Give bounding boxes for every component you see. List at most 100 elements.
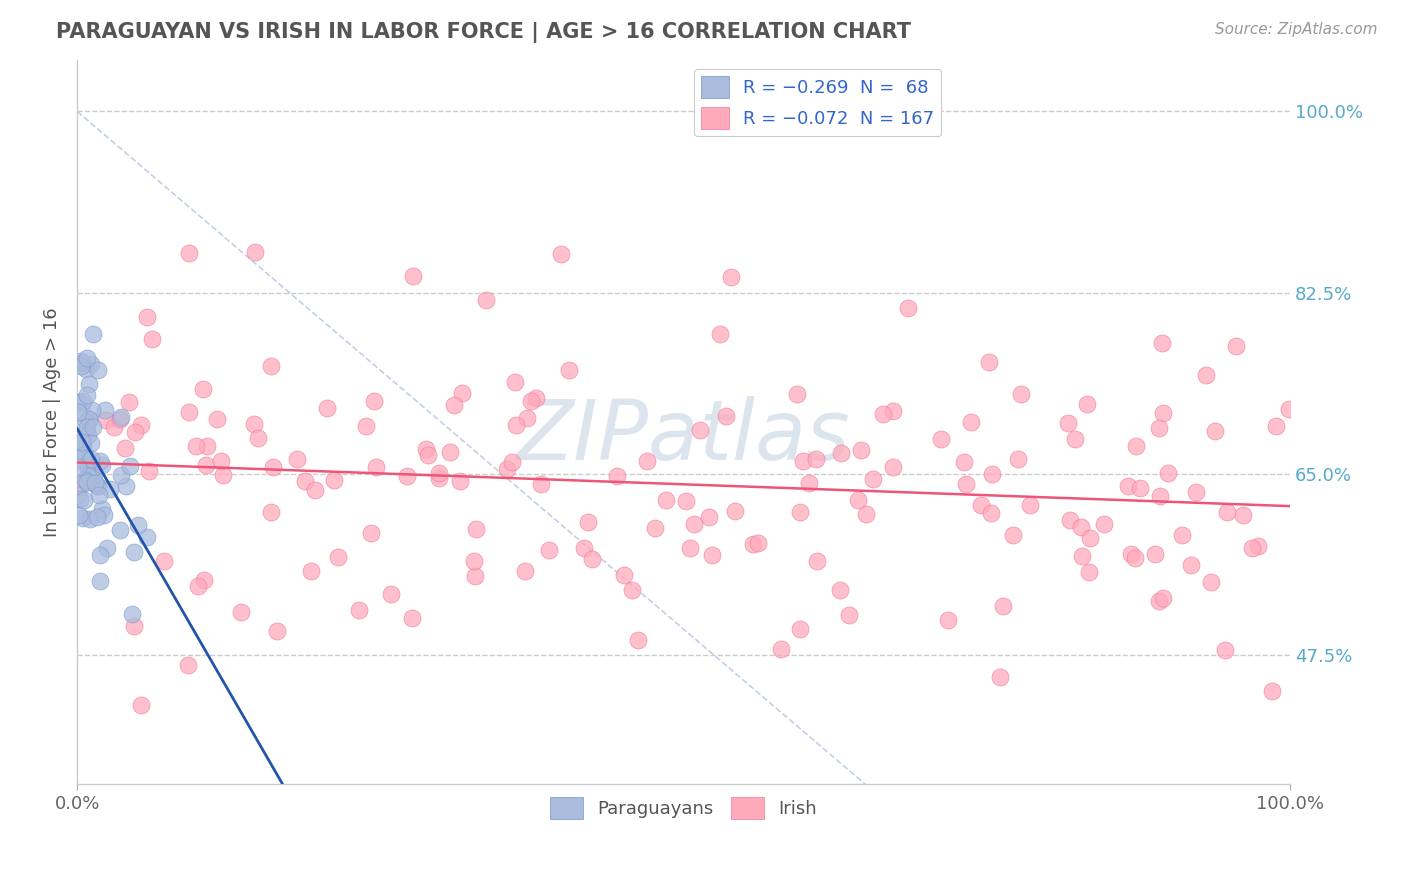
Point	[1070, 549, 1092, 563]
Point	[124, 425, 146, 440]
Point	[77, 427, 100, 442]
Point	[90, 458, 112, 473]
Point	[427, 466, 450, 480]
Point	[524, 391, 547, 405]
Point	[416, 448, 439, 462]
Point	[67, 442, 90, 457]
Point	[108, 524, 131, 538]
Point	[789, 505, 811, 519]
Point	[1150, 336, 1173, 351]
Point	[574, 541, 596, 555]
Point	[75, 425, 97, 440]
Point	[724, 504, 747, 518]
Point	[94, 413, 117, 427]
Point	[505, 417, 527, 432]
Point	[79, 413, 101, 427]
Point	[621, 583, 644, 598]
Text: PARAGUAYAN VS IRISH IN LABOR FORCE | AGE > 16 CORRELATION CHART: PARAGUAYAN VS IRISH IN LABOR FORCE | AGE…	[56, 22, 911, 44]
Point	[212, 467, 235, 482]
Point	[627, 633, 650, 648]
Point	[316, 401, 339, 415]
Point	[1232, 508, 1254, 523]
Point	[247, 432, 270, 446]
Point	[1170, 528, 1192, 542]
Point	[1216, 505, 1239, 519]
Point	[882, 459, 904, 474]
Point	[1225, 338, 1247, 352]
Point	[87, 479, 110, 493]
Point	[73, 473, 96, 487]
Point	[75, 415, 97, 429]
Point	[260, 359, 283, 373]
Point	[72, 393, 94, 408]
Point	[1265, 418, 1288, 433]
Point	[979, 355, 1001, 369]
Point	[613, 568, 636, 582]
Point	[75, 447, 97, 461]
Point	[87, 488, 110, 502]
Point	[129, 698, 152, 713]
Point	[1116, 479, 1139, 493]
Point	[349, 603, 371, 617]
Point	[152, 554, 174, 568]
Point	[830, 446, 852, 460]
Point	[1157, 466, 1180, 480]
Point	[1240, 541, 1263, 556]
Point	[184, 439, 207, 453]
Point	[73, 492, 96, 507]
Point	[1278, 402, 1301, 417]
Point	[79, 451, 101, 466]
Point	[806, 452, 828, 467]
Point	[786, 387, 808, 401]
Point	[463, 554, 485, 568]
Point	[846, 493, 869, 508]
Point	[79, 474, 101, 488]
Point	[1123, 550, 1146, 565]
Point	[1078, 565, 1101, 579]
Point	[80, 357, 103, 371]
Point	[838, 608, 860, 623]
Point	[953, 455, 976, 469]
Point	[86, 509, 108, 524]
Point	[516, 411, 538, 425]
Point	[1147, 421, 1170, 435]
Point	[679, 541, 702, 556]
Point	[76, 470, 98, 484]
Point	[443, 398, 465, 412]
Point	[193, 573, 215, 587]
Point	[67, 459, 90, 474]
Point	[75, 361, 97, 376]
Point	[991, 599, 1014, 613]
Point	[364, 459, 387, 474]
Point	[742, 537, 765, 551]
Point	[76, 351, 98, 365]
Point	[103, 420, 125, 434]
Point	[363, 394, 385, 409]
Point	[1059, 513, 1081, 527]
Point	[1125, 439, 1147, 453]
Point	[93, 508, 115, 523]
Point	[260, 505, 283, 519]
Point	[697, 510, 720, 524]
Point	[402, 269, 425, 284]
Point	[1057, 417, 1080, 431]
Point	[209, 453, 232, 467]
Point	[70, 434, 93, 449]
Point	[501, 455, 523, 469]
Point	[747, 535, 769, 549]
Point	[1152, 406, 1174, 420]
Point	[69, 359, 91, 373]
Point	[1144, 547, 1167, 561]
Point	[82, 420, 104, 434]
Point	[67, 508, 90, 523]
Point	[636, 453, 658, 467]
Point	[87, 363, 110, 377]
Point	[299, 564, 322, 578]
Point	[427, 471, 450, 485]
Text: Source: ZipAtlas.com: Source: ZipAtlas.com	[1215, 22, 1378, 37]
Point	[1092, 516, 1115, 531]
Point	[606, 469, 628, 483]
Point	[465, 522, 488, 536]
Point	[79, 511, 101, 525]
Point	[67, 405, 90, 419]
